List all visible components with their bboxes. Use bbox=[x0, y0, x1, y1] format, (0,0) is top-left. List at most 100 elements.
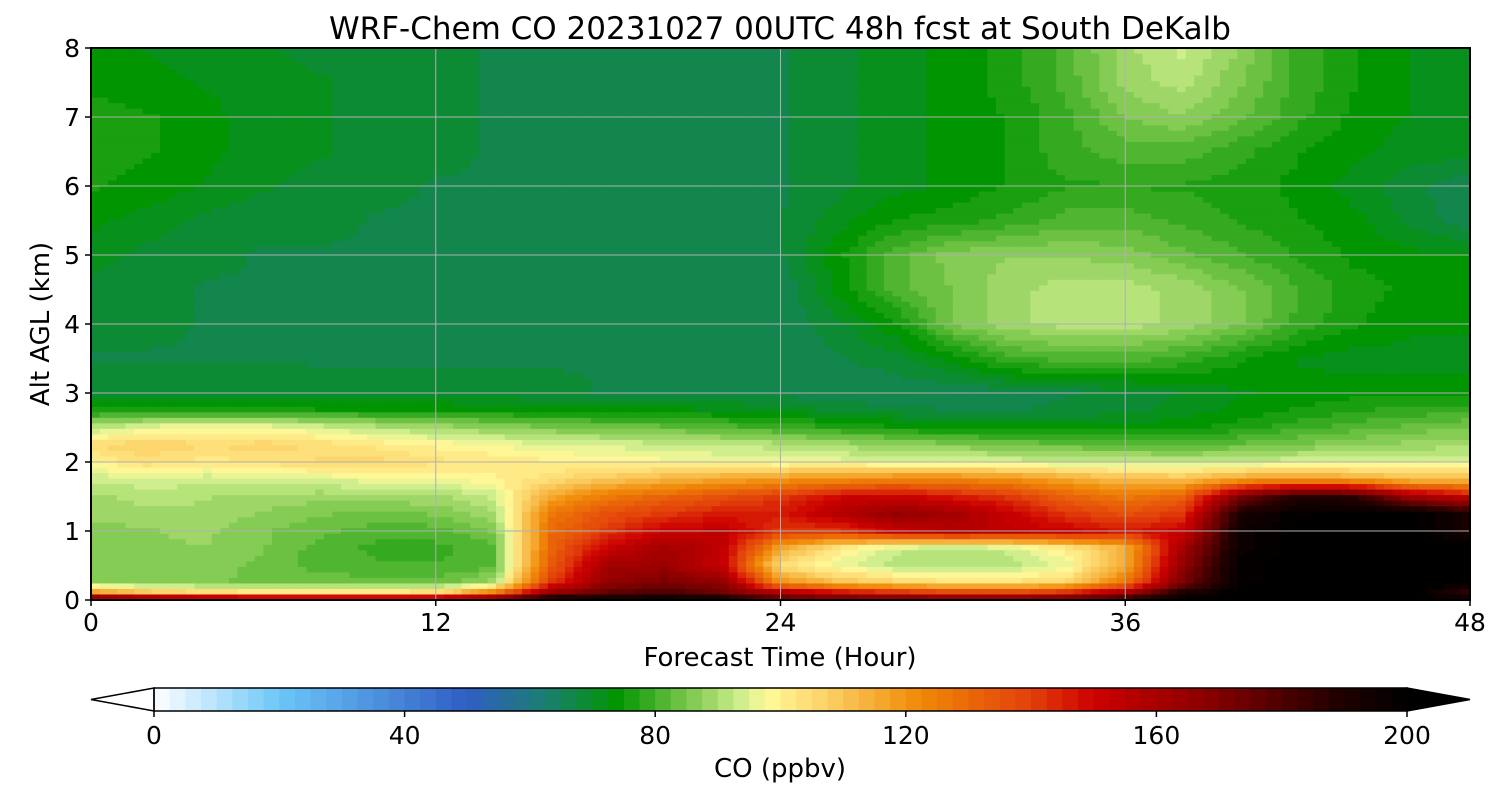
field-cell bbox=[1357, 174, 1368, 182]
field-cell bbox=[194, 119, 204, 126]
field-cell bbox=[659, 147, 670, 154]
field-cell bbox=[763, 191, 773, 198]
field-cell bbox=[633, 141, 644, 148]
field-cell bbox=[694, 119, 704, 126]
field-cell bbox=[944, 86, 954, 93]
field-cell bbox=[702, 169, 713, 176]
field-cell bbox=[237, 180, 247, 187]
field-cell bbox=[883, 103, 894, 110]
field-cell bbox=[194, 48, 204, 55]
field-cell bbox=[797, 81, 807, 88]
field-cell bbox=[1366, 130, 1376, 137]
field-cell bbox=[530, 191, 540, 198]
field-cell bbox=[1116, 97, 1126, 104]
field-cell bbox=[332, 92, 342, 99]
field-cell bbox=[789, 186, 799, 193]
field-cell bbox=[358, 147, 368, 154]
field-cell bbox=[1064, 147, 1075, 154]
field-cell bbox=[1392, 169, 1402, 176]
field-cell bbox=[1366, 53, 1376, 60]
field-cell bbox=[909, 152, 919, 159]
field-cell bbox=[366, 70, 377, 77]
field-cell bbox=[616, 186, 626, 193]
field-cell bbox=[91, 147, 101, 154]
field-cell bbox=[220, 59, 230, 66]
field-cell bbox=[1039, 59, 1049, 66]
field-cell bbox=[435, 81, 445, 88]
field-cell bbox=[521, 141, 532, 148]
field-cell bbox=[306, 70, 316, 77]
field-cell bbox=[832, 108, 842, 115]
field-cell bbox=[1263, 119, 1273, 126]
field-cell bbox=[521, 186, 532, 193]
field-cell bbox=[883, 163, 894, 171]
field-cell bbox=[254, 64, 264, 71]
field-cell bbox=[125, 53, 135, 60]
field-cell bbox=[892, 186, 902, 193]
field-cell bbox=[642, 180, 652, 187]
field-cell bbox=[1220, 53, 1230, 60]
field-cell bbox=[271, 219, 282, 226]
field-cell bbox=[1168, 130, 1178, 137]
field-cell bbox=[573, 70, 583, 77]
field-cell bbox=[142, 103, 152, 110]
field-cell bbox=[263, 103, 273, 110]
field-cell bbox=[375, 81, 385, 88]
field-cell bbox=[875, 86, 885, 93]
field-cell bbox=[694, 158, 704, 165]
field-cell bbox=[427, 147, 437, 154]
field-cell bbox=[918, 75, 928, 82]
field-cell bbox=[858, 180, 868, 187]
field-cell bbox=[151, 180, 161, 187]
field-cell bbox=[1073, 202, 1083, 209]
field-cell bbox=[1090, 158, 1100, 165]
field-cell bbox=[694, 163, 704, 171]
field-cell bbox=[858, 191, 868, 198]
field-cell bbox=[246, 70, 256, 77]
field-cell bbox=[1461, 158, 1470, 165]
field-cell bbox=[1444, 64, 1454, 71]
field-cell bbox=[470, 163, 480, 171]
field-cell bbox=[668, 174, 678, 182]
field-cell bbox=[340, 174, 351, 182]
field-cell bbox=[573, 64, 583, 71]
field-cell bbox=[185, 147, 196, 154]
field-cell bbox=[789, 125, 799, 132]
field-cell bbox=[470, 75, 480, 82]
field-cell bbox=[392, 169, 402, 176]
field-cell bbox=[935, 103, 945, 110]
field-cell bbox=[685, 147, 695, 154]
field-cell bbox=[771, 169, 782, 176]
field-cell bbox=[1073, 163, 1083, 171]
field-cell bbox=[1211, 202, 1221, 209]
field-cell bbox=[375, 180, 385, 187]
field-cell bbox=[1435, 213, 1445, 220]
field-cell bbox=[168, 48, 178, 55]
field-cell bbox=[728, 202, 739, 209]
field-cell bbox=[340, 75, 351, 82]
field-cell bbox=[1452, 191, 1462, 198]
field-cell bbox=[1013, 81, 1023, 88]
field-cell bbox=[1383, 103, 1394, 110]
field-cell bbox=[970, 48, 980, 55]
field-cell bbox=[1039, 147, 1049, 154]
field-cell bbox=[677, 191, 687, 198]
field-cell bbox=[1030, 152, 1040, 159]
field-cell bbox=[1047, 125, 1057, 132]
field-cell bbox=[1289, 174, 1299, 182]
field-cell bbox=[271, 81, 282, 88]
field-cell bbox=[685, 213, 695, 220]
field-cell bbox=[1375, 197, 1385, 204]
field-cell bbox=[237, 48, 247, 55]
field-cell bbox=[151, 92, 161, 99]
field-cell bbox=[944, 92, 954, 99]
field-cell bbox=[789, 64, 799, 71]
field-cell bbox=[1444, 125, 1454, 132]
field-cell bbox=[1004, 125, 1014, 132]
field-cell bbox=[1340, 169, 1350, 176]
field-cell bbox=[1168, 75, 1178, 82]
field-cell bbox=[289, 136, 299, 143]
field-cell bbox=[1306, 108, 1316, 115]
field-cell bbox=[340, 219, 351, 226]
field-cell bbox=[1082, 53, 1092, 60]
